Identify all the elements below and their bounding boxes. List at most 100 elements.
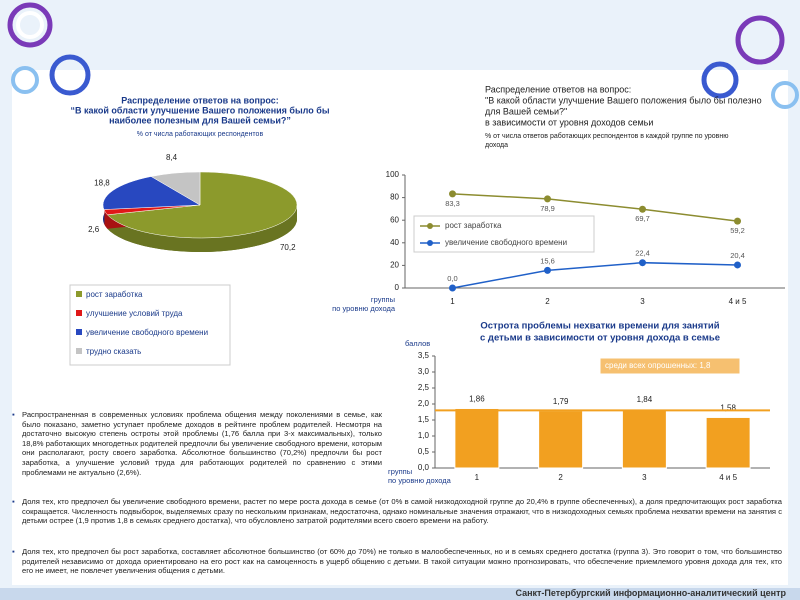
legend-label: улучшение условий труда bbox=[86, 309, 183, 318]
legend-label: рост заработка bbox=[86, 290, 143, 299]
data-label: 18,8 bbox=[94, 179, 110, 188]
point bbox=[639, 205, 646, 213]
y-tick-label: 3,0 bbox=[418, 367, 430, 376]
chart-title: Распределение ответов на вопрос: bbox=[485, 84, 631, 94]
point bbox=[544, 195, 551, 203]
data-label: 59,2 bbox=[730, 226, 745, 235]
pie-slice bbox=[150, 171, 201, 206]
footer-bar bbox=[0, 588, 800, 600]
pie-slice bbox=[102, 176, 201, 210]
legend-label: трудно сказать bbox=[86, 347, 141, 356]
x-tick-label: 4 и 5 bbox=[719, 473, 737, 482]
point bbox=[639, 259, 646, 267]
point bbox=[734, 261, 741, 269]
chart-title: для Вашей семьи?" bbox=[485, 106, 567, 116]
data-label: 69,7 bbox=[635, 214, 650, 223]
legend-box bbox=[413, 215, 595, 253]
data-label: 78,9 bbox=[540, 204, 555, 213]
point bbox=[449, 284, 456, 292]
data-label: 22,4 bbox=[635, 249, 650, 258]
y-tick-label: 100 bbox=[386, 170, 400, 179]
x-tick-label: 3 bbox=[642, 473, 647, 482]
data-label-box bbox=[546, 395, 575, 407]
rings bbox=[7, 2, 799, 109]
bullet-text: Доля тех, кто предпочел бы рост заработк… bbox=[12, 547, 782, 576]
legend-label: увеличение свободного времени bbox=[445, 238, 567, 247]
reference-box bbox=[599, 357, 741, 375]
chart-title: “В какой области улучшение Вашего положе… bbox=[70, 105, 329, 115]
bullet-text: Распространенная в современных условиях … bbox=[12, 410, 382, 477]
x-axis-label: по уровню дохода bbox=[388, 476, 452, 485]
y-tick-label: 40 bbox=[390, 238, 399, 247]
y-tick-label: 1,5 bbox=[418, 415, 430, 424]
data-label-box bbox=[714, 402, 743, 414]
bar bbox=[621, 408, 667, 469]
y-tick-label: 60 bbox=[390, 215, 399, 224]
reference-label: среди всех опрошенных: 1,8 bbox=[605, 361, 711, 370]
x-tick-label: 1 bbox=[450, 297, 455, 306]
y-tick-label: 20 bbox=[390, 261, 399, 270]
legend-label: увеличение свободного времени bbox=[86, 328, 208, 337]
legend-marker bbox=[427, 240, 433, 246]
legend-swatch bbox=[76, 329, 82, 335]
legend-swatch bbox=[76, 310, 82, 316]
chart-title: "В какой области улучшение Вашего положе… bbox=[485, 95, 762, 105]
y-tick-label: 0,5 bbox=[418, 447, 430, 456]
legend-swatch bbox=[76, 348, 82, 354]
x-tick-label: 3 bbox=[640, 297, 645, 306]
x-axis-label: группы bbox=[371, 295, 395, 304]
chart-title: наиболее полезным для Вашей семьи?” bbox=[109, 115, 291, 125]
x-axis-label: по уровню дохода bbox=[332, 304, 396, 313]
y-tick-label: 3,5 bbox=[418, 351, 430, 360]
point bbox=[449, 190, 456, 198]
x-axis-label: группы bbox=[388, 467, 412, 476]
chart-subtitle: % от числа ответов работающих респондент… bbox=[485, 132, 729, 140]
data-label-box bbox=[630, 394, 659, 406]
y-tick-label: 0 bbox=[395, 283, 400, 292]
legend-label: рост заработка bbox=[445, 221, 502, 230]
bar bbox=[454, 407, 500, 469]
bar bbox=[705, 416, 751, 469]
data-label: 20,4 bbox=[730, 251, 745, 260]
x-tick-label: 1 bbox=[475, 473, 480, 482]
y-tick-label: 80 bbox=[390, 193, 399, 202]
data-label: 8,4 bbox=[166, 153, 178, 162]
data-label: 1,79 bbox=[553, 397, 569, 406]
data-label: 15,6 bbox=[540, 256, 555, 265]
chart-subtitle: дохода bbox=[485, 142, 508, 149]
legend-box bbox=[69, 284, 231, 366]
data-label: 70,2 bbox=[280, 243, 296, 252]
data-label: 1,84 bbox=[637, 395, 653, 404]
x-tick-label: 2 bbox=[558, 473, 563, 482]
x-tick-label: 4 и 5 bbox=[729, 297, 747, 306]
y-tick-label: 0,0 bbox=[418, 463, 430, 472]
footer: Санкт-Петербургский информационно-аналит… bbox=[515, 588, 786, 598]
x-tick-label: 2 bbox=[545, 297, 550, 306]
y-tick-label: 2,0 bbox=[418, 399, 430, 408]
data-label: 1,58 bbox=[720, 404, 736, 413]
chart-subtitle: % от числа работающих респондентов bbox=[137, 130, 264, 138]
series-line bbox=[452, 193, 738, 222]
pie-slice bbox=[106, 171, 298, 239]
legend-swatch bbox=[76, 291, 82, 297]
point bbox=[734, 217, 741, 225]
data-label: 1,86 bbox=[469, 395, 485, 404]
chart-title: Острота проблемы нехватки времени для за… bbox=[480, 321, 719, 332]
legend-marker bbox=[427, 223, 433, 229]
y-tick-label: 2,5 bbox=[418, 383, 430, 392]
y-axis-label: баллов bbox=[405, 339, 430, 348]
y-tick-label: 1,0 bbox=[418, 431, 430, 440]
data-label: 83,3 bbox=[445, 199, 460, 208]
bullet-text: Доля тех, кто предпочел бы увеличение св… bbox=[12, 497, 782, 526]
point bbox=[544, 266, 551, 274]
data-label: 0,0 bbox=[447, 274, 457, 283]
bar bbox=[538, 410, 584, 469]
series-line bbox=[452, 261, 738, 289]
chart-title: в зависимости от уровня доходов семьи bbox=[485, 117, 653, 127]
data-label: 2,6 bbox=[88, 225, 100, 234]
chart-title: с детьми в зависимости от уровня дохода … bbox=[480, 333, 720, 344]
data-label-box bbox=[462, 393, 491, 405]
chart-title: Распределение ответов на вопрос: bbox=[121, 95, 279, 105]
